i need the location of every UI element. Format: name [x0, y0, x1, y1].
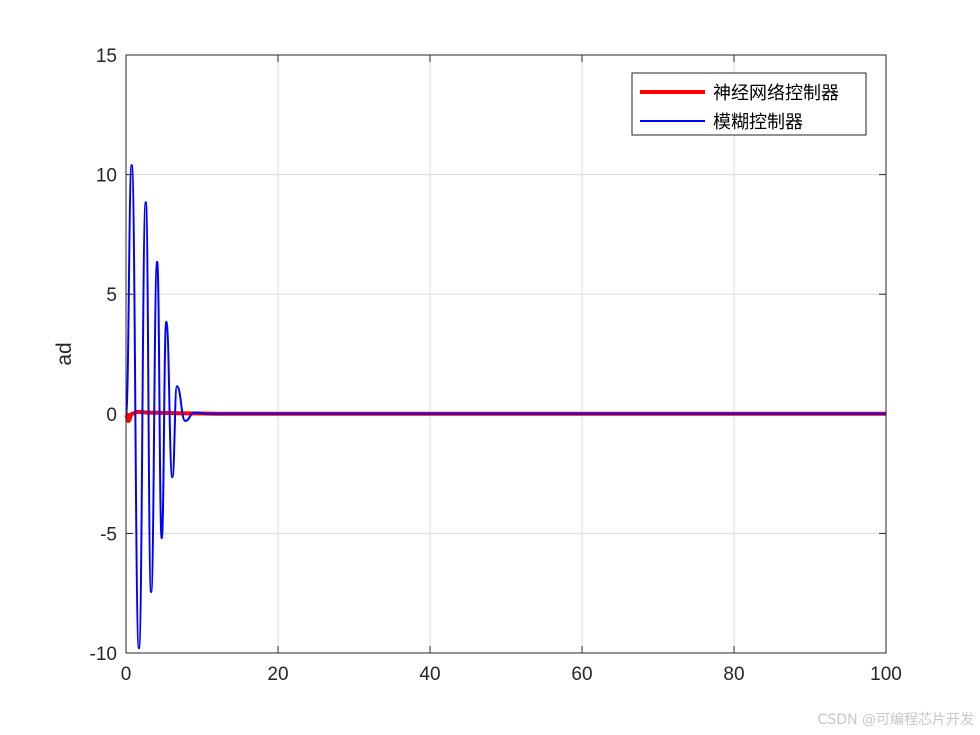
x-tick-label: 40	[419, 664, 440, 685]
x-tick-label: 0	[121, 664, 132, 685]
legend-box	[631, 72, 867, 136]
y-tick-label: 5	[106, 285, 117, 306]
axes-box	[125, 54, 887, 654]
watermark: CSDN @可编程芯片开发	[817, 712, 974, 728]
y-tick-label: -10	[90, 644, 117, 665]
series-line-2	[125, 164, 886, 650]
y-tick-label: 15	[96, 46, 117, 67]
x-tick-label: 80	[723, 664, 744, 685]
y-tick-label: 10	[96, 166, 117, 187]
y-tick-label: 0	[106, 405, 117, 426]
legend-entry: 模糊控制器	[713, 112, 803, 132]
x-tick-label: 60	[571, 664, 592, 685]
y-axis-label: ad	[53, 342, 76, 365]
x-tick-label: 100	[870, 664, 902, 685]
x-tick-label: 20	[267, 664, 288, 685]
legend-entry: 神经网络控制器	[713, 83, 839, 103]
plot-area	[126, 55, 886, 653]
y-tick-label: -5	[100, 524, 117, 545]
